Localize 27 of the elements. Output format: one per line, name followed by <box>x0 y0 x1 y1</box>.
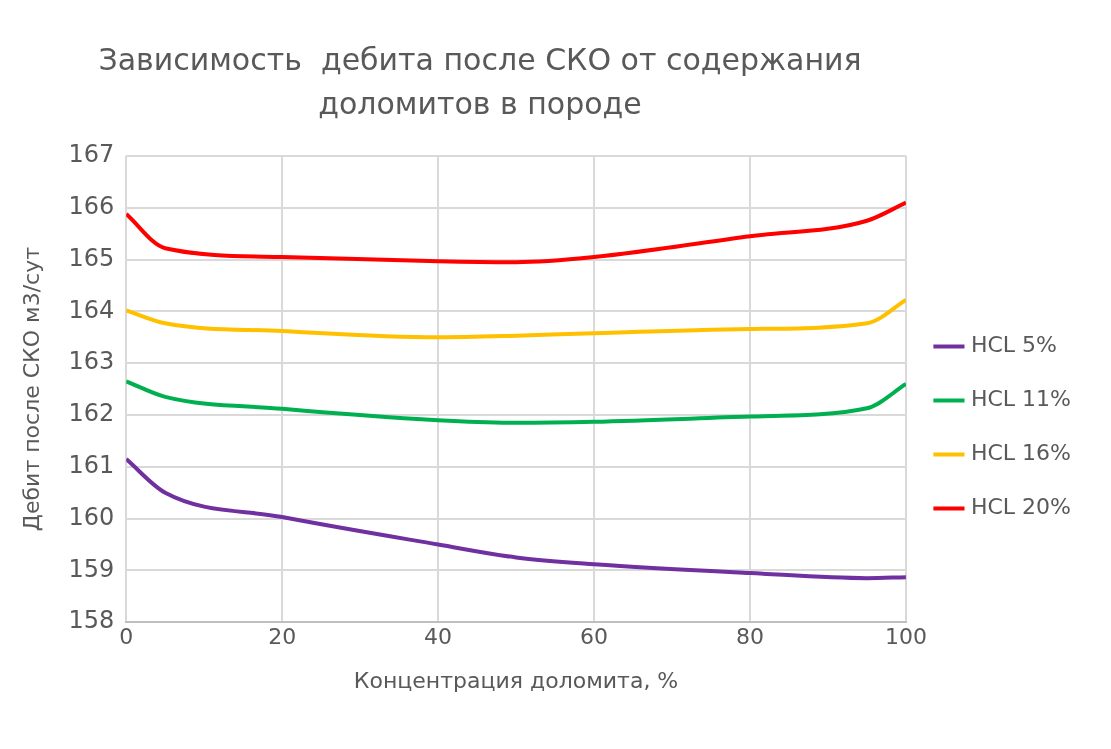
x-tick-label: 20 <box>268 624 297 650</box>
y-axis-title: Дебит после СКО м3/сут <box>18 246 44 532</box>
y-tick-label: 161 <box>68 451 115 480</box>
y-tick-label: 159 <box>68 554 115 583</box>
y-tick-label: 164 <box>68 295 115 324</box>
legend-label: HCL 16% <box>970 440 1072 466</box>
y-tick-label: 162 <box>68 399 115 428</box>
y-tick-label: 158 <box>68 606 115 635</box>
line-series <box>126 457 906 581</box>
line-series <box>126 379 906 425</box>
y-tick-label: 163 <box>68 347 115 376</box>
y-tick-label: 160 <box>68 502 115 531</box>
y-tick-label: 165 <box>68 243 115 272</box>
chart-title: Зависимость дебита после СКО от содержания доломитов в породе <box>97 41 863 123</box>
legend-label: HCL 20% <box>970 494 1072 520</box>
x-tick-label: 80 <box>736 624 764 650</box>
x-tick-label: 60 <box>580 624 609 650</box>
line-series <box>126 298 906 340</box>
x-tick-label: 100 <box>884 624 927 650</box>
line-series <box>126 200 906 265</box>
y-tick-label: 166 <box>68 192 115 221</box>
x-axis-title: Концентрация доломита, % <box>353 667 679 693</box>
x-tick-label: 0 <box>119 624 134 650</box>
x-tick-label: 40 <box>424 624 453 650</box>
y-tick-label: 167 <box>68 140 115 169</box>
legend-label: HCL 5% <box>970 332 1058 358</box>
legend-label: HCL 11% <box>970 386 1072 412</box>
